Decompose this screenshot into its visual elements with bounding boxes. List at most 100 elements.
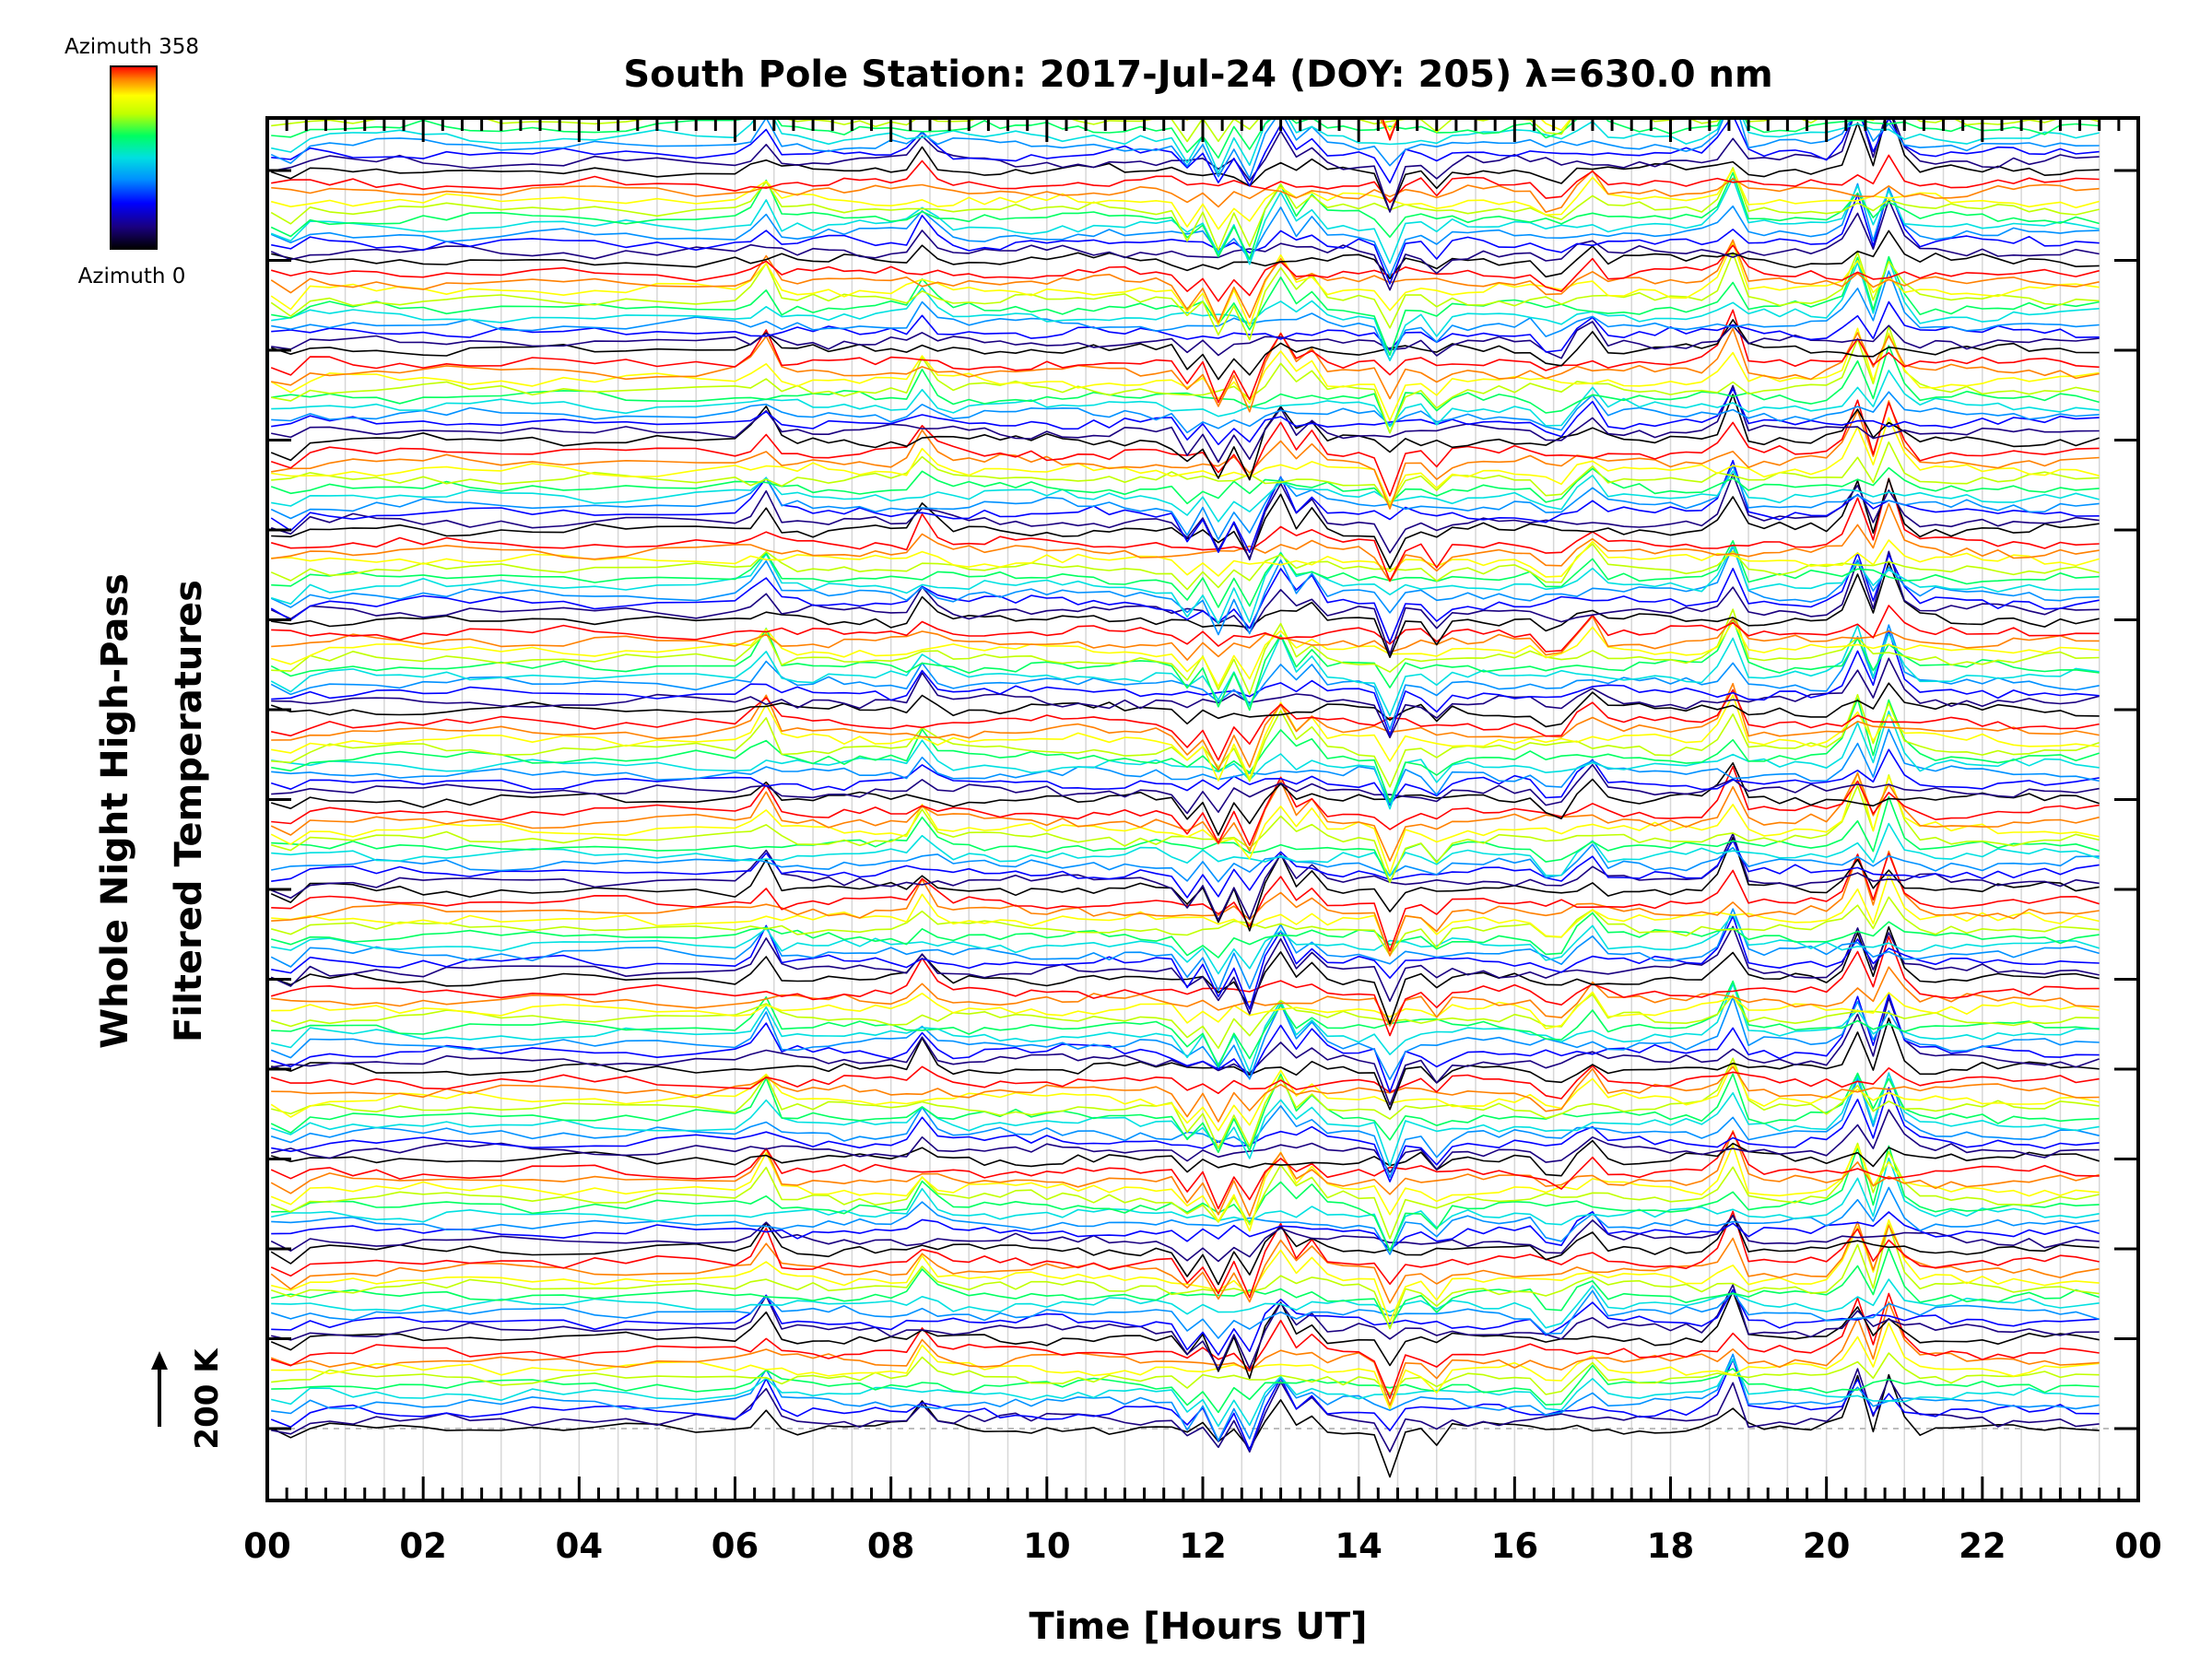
series-line bbox=[271, 1218, 2100, 1323]
grid-lines bbox=[267, 118, 2138, 1500]
series-line bbox=[270, 177, 2100, 265]
series-line bbox=[270, 624, 2100, 717]
series-line bbox=[271, 1057, 2100, 1149]
series-line bbox=[270, 241, 2100, 327]
series-line bbox=[271, 154, 2100, 204]
x-tick-label: 08 bbox=[867, 1526, 915, 1566]
series-line bbox=[270, 1292, 2100, 1399]
scale-arrow-head bbox=[151, 1351, 168, 1370]
y-axis-label-line2: Filtered Temperatures bbox=[168, 580, 210, 1042]
series-line bbox=[271, 822, 2100, 877]
x-tick-labels: 00 02 04 06 08 10 12 14 16 18 20 22 00 bbox=[243, 1526, 2162, 1566]
series-line bbox=[271, 873, 2100, 957]
series-line bbox=[271, 608, 2100, 695]
series-line bbox=[271, 170, 2100, 213]
series-line bbox=[271, 400, 2100, 510]
series-line bbox=[270, 994, 2100, 1093]
series-line bbox=[271, 1211, 2100, 1251]
series-line bbox=[270, 682, 2100, 728]
offset-scale-indicator: 200 K bbox=[151, 1347, 226, 1450]
series-line bbox=[270, 199, 2100, 291]
series-line bbox=[270, 543, 2100, 591]
series-line bbox=[271, 1353, 2100, 1441]
series-line bbox=[271, 997, 2100, 1106]
series-line bbox=[271, 325, 2100, 434]
series-line bbox=[271, 913, 2100, 975]
series-line bbox=[271, 118, 2100, 174]
series-line bbox=[271, 688, 2100, 761]
series-line bbox=[271, 561, 2100, 658]
series-line bbox=[271, 1186, 2100, 1255]
series-line bbox=[271, 229, 2100, 280]
series-line bbox=[271, 694, 2100, 782]
x-axis-label: Time [Hours UT] bbox=[1030, 1606, 1368, 1648]
series-line bbox=[271, 540, 2100, 608]
series-line bbox=[270, 1373, 2100, 1478]
series-line bbox=[271, 966, 2100, 1027]
series-line bbox=[270, 1072, 2100, 1167]
series-line bbox=[270, 394, 2100, 481]
series-line bbox=[270, 167, 2100, 251]
series-line bbox=[270, 118, 2100, 180]
series-line bbox=[271, 850, 2100, 957]
series-line bbox=[271, 1278, 2100, 1329]
series-line bbox=[270, 748, 2100, 806]
series-line bbox=[271, 840, 2100, 899]
series-line bbox=[270, 550, 2100, 655]
axis-ticks bbox=[265, 118, 2140, 1500]
scale-label: 200 K bbox=[189, 1347, 226, 1450]
series-line bbox=[271, 1352, 2100, 1395]
series-line bbox=[271, 321, 2100, 359]
series-line bbox=[271, 605, 2100, 653]
series-line bbox=[271, 853, 2100, 952]
x-tick-label: 16 bbox=[1491, 1526, 1539, 1566]
series-line bbox=[271, 843, 2100, 883]
series-line bbox=[271, 270, 2100, 361]
series-line bbox=[271, 391, 2100, 434]
series-line bbox=[270, 552, 2100, 643]
series-line bbox=[271, 795, 2100, 883]
series-line bbox=[271, 980, 2100, 1067]
series-line bbox=[271, 657, 2100, 739]
series-line bbox=[271, 1284, 2100, 1371]
series-line bbox=[271, 370, 2100, 428]
series-line bbox=[271, 441, 2100, 507]
series-line bbox=[270, 912, 2100, 959]
series-line bbox=[270, 1210, 2100, 1299]
series-line bbox=[271, 1322, 2100, 1410]
series-line bbox=[270, 473, 2100, 561]
series-line bbox=[271, 1247, 2100, 1328]
series-line bbox=[270, 908, 2100, 992]
colorbar-bottom-label: Azimuth 0 bbox=[78, 265, 186, 288]
series-line bbox=[270, 774, 2100, 884]
series-line bbox=[271, 728, 2100, 805]
series-line bbox=[270, 1289, 2100, 1339]
series-line bbox=[271, 255, 2100, 357]
series-line bbox=[270, 926, 2100, 1025]
series-line bbox=[270, 1131, 2100, 1210]
series-line bbox=[271, 991, 2100, 1030]
series-line bbox=[271, 1157, 2100, 1252]
series-line bbox=[270, 624, 2100, 731]
series-line bbox=[271, 1109, 2100, 1173]
series-line bbox=[271, 187, 2100, 285]
series-line bbox=[270, 399, 2100, 497]
series-line bbox=[270, 618, 2100, 712]
x-tick-label: 18 bbox=[1647, 1526, 1695, 1566]
series-line bbox=[270, 935, 2100, 1037]
series-line bbox=[270, 771, 2100, 875]
series-line bbox=[270, 309, 2100, 404]
series-line bbox=[270, 1065, 2100, 1100]
series-line bbox=[270, 466, 2100, 505]
x-tick-label: 04 bbox=[556, 1526, 604, 1566]
x-tick-label: 06 bbox=[712, 1526, 759, 1566]
colorbar-top-label: Azimuth 358 bbox=[65, 35, 199, 59]
x-tick-label: 00 bbox=[2114, 1526, 2162, 1566]
series-line bbox=[270, 1062, 2100, 1132]
series-line bbox=[271, 478, 2100, 570]
series-line bbox=[270, 896, 2100, 957]
series-line bbox=[270, 994, 2100, 1049]
series-line bbox=[270, 1139, 2100, 1177]
series-line bbox=[271, 539, 2100, 578]
